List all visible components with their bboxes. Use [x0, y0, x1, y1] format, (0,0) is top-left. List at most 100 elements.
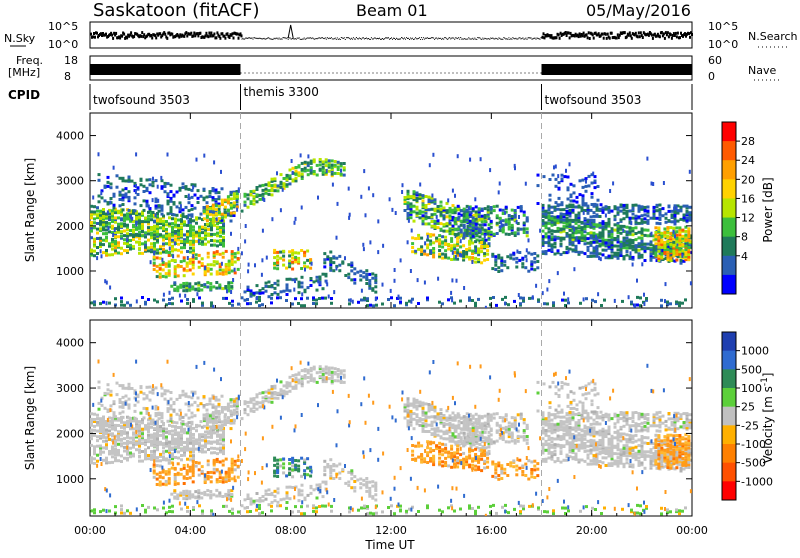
power-cell [114, 221, 117, 224]
nsky-point [258, 38, 259, 39]
velocity-field [90, 360, 692, 520]
power-cell [319, 158, 322, 161]
power-cell [216, 240, 219, 243]
power-cell [374, 285, 377, 288]
power-cell [259, 194, 262, 197]
nsky-point [241, 34, 243, 37]
power-cell [209, 282, 212, 285]
power-noise [676, 206, 678, 210]
power-cell [471, 250, 474, 253]
velocity-cell [174, 442, 177, 445]
nsky-point [280, 39, 281, 40]
velocity-cell [108, 429, 111, 432]
power-cell [687, 246, 690, 249]
power-noise [504, 302, 506, 306]
power-cell [297, 252, 300, 255]
nsky-point [408, 38, 409, 39]
power-cell [192, 266, 195, 269]
velocity-cell [152, 388, 155, 391]
power-cell [329, 267, 332, 270]
nsky-point [356, 37, 357, 38]
velocity-cell [198, 442, 201, 445]
power-cell [141, 220, 144, 223]
power-cell [551, 229, 554, 232]
power-noise [382, 244, 384, 248]
nsky-point [461, 39, 462, 40]
power-cell [486, 245, 489, 248]
power-noise [408, 219, 410, 223]
power-cell [484, 223, 487, 226]
nsky-point [270, 38, 271, 39]
velocity-cell [192, 469, 195, 472]
power-cell [456, 240, 459, 243]
power-cell [155, 205, 158, 208]
power-cell [129, 234, 132, 237]
power-cell [189, 262, 192, 265]
power-cell [523, 211, 526, 214]
power-cell [422, 199, 425, 202]
power-cell [405, 302, 408, 305]
velocity-cell [138, 460, 141, 463]
nsky-point [254, 37, 255, 38]
velocity-cell [159, 484, 162, 487]
power-noise [429, 163, 431, 167]
nsky-point [260, 38, 261, 39]
power-cell [191, 204, 194, 207]
power-cell [650, 240, 653, 243]
velocity-cell [134, 417, 137, 420]
nsky-point [105, 33, 107, 36]
power-cell [156, 233, 159, 236]
power-cell [101, 196, 104, 199]
power-noise [568, 249, 570, 253]
power-cell [210, 301, 213, 304]
power-cell [566, 210, 569, 213]
power-cell [322, 287, 325, 290]
power-cell [316, 174, 319, 177]
power-noise [221, 262, 223, 266]
power-cell [508, 214, 511, 217]
velocity-cell [126, 443, 129, 446]
power-noise [402, 183, 404, 187]
power-cell [675, 250, 678, 253]
power-cell [210, 233, 213, 236]
power-cell [198, 254, 201, 257]
power-cell [416, 212, 419, 215]
power-cell [515, 266, 518, 269]
power-cell [411, 236, 414, 239]
power-cell [659, 208, 662, 211]
power-cell [171, 229, 174, 232]
power-cell [526, 216, 529, 219]
velocity-cell [171, 436, 174, 439]
velocity-cell [122, 384, 125, 387]
colorbar-swatch [722, 179, 736, 199]
power-cell [494, 264, 497, 267]
velocity-cell [171, 430, 174, 433]
power-cell [143, 185, 146, 188]
power-cell [262, 184, 265, 187]
velocity-cell [165, 436, 168, 439]
power-cell [215, 281, 218, 284]
power-cell [552, 174, 555, 177]
power-cell [300, 304, 303, 307]
power-cell [230, 204, 233, 207]
power-cell [641, 227, 644, 230]
power-cell [246, 302, 249, 305]
velocity-cell [174, 431, 177, 434]
velocity-cell [161, 420, 164, 423]
power-cell [626, 247, 629, 250]
power-cell [179, 210, 182, 213]
y-tick-label: 1000 [56, 265, 84, 278]
power-cell [343, 166, 346, 169]
power-cell [283, 182, 286, 185]
power-noise [455, 255, 457, 259]
velocity-cell [165, 470, 168, 473]
velocity-cell [134, 404, 137, 407]
velocity-cell [201, 451, 204, 454]
velocity-cell [144, 439, 147, 442]
power-cell [197, 201, 200, 204]
power-cell [578, 219, 581, 222]
power-cell [650, 243, 653, 246]
power-cell [99, 210, 102, 213]
nsky-point [369, 39, 370, 40]
power-cell [472, 216, 475, 219]
